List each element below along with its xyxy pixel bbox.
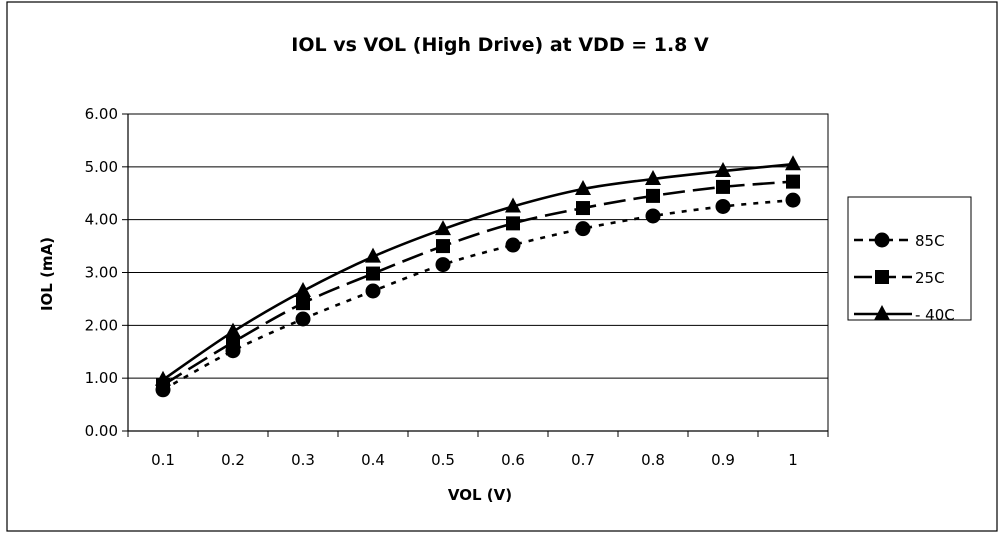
data-point (646, 188, 660, 203)
data-point (225, 322, 241, 338)
x-tick-label: 0.7 (571, 451, 595, 469)
x-tick-label: 0.1 (151, 451, 175, 469)
series-line (162, 180, 794, 387)
data-point (715, 162, 731, 178)
series-group (155, 155, 801, 398)
x-tick-label: 1 (788, 451, 798, 469)
legend-box (847, 196, 972, 321)
data-point (435, 257, 451, 273)
data-point (645, 208, 661, 224)
data-point (575, 180, 591, 196)
data-point (226, 335, 240, 350)
axes: 0.00 1.00 2.00 3.00 4.00 5.00 6.00 0.1 0.2 0.3 0.4… (85, 105, 829, 469)
data-point (366, 266, 380, 281)
y-tick-label: 6.00 (85, 105, 118, 123)
data-point (505, 237, 521, 253)
y-tick-label: 4.00 (85, 211, 118, 229)
legend-entry: 85C (854, 232, 945, 250)
gridlines (127, 113, 829, 432)
x-tick-label: 0.3 (291, 451, 315, 469)
series-3 (155, 155, 801, 386)
legend-label: 25C (915, 269, 945, 287)
data-point (645, 169, 661, 185)
data-point (435, 220, 451, 236)
data-point (296, 296, 310, 311)
legend-marker (875, 270, 889, 284)
y-axis-title: IOL (mA) (38, 237, 56, 311)
data-point (155, 370, 171, 386)
data-point (786, 174, 800, 189)
x-tick-label: 0.6 (501, 451, 525, 469)
data-point (295, 281, 311, 297)
chart-title: IOL vs VOL (High Drive) at VDD = 1.8 V (291, 34, 709, 56)
series-2 (156, 174, 800, 393)
data-point (365, 247, 381, 263)
legend: 85C 25C - 40C (847, 196, 972, 324)
x-axis-title: VOL (V) (448, 486, 512, 504)
data-point (506, 216, 520, 231)
data-point (785, 155, 801, 171)
x-tick-label: 0.5 (431, 451, 455, 469)
data-point (436, 239, 450, 254)
legend-marker (874, 305, 890, 320)
data-point (785, 192, 801, 208)
x-tick-label: 0.2 (221, 451, 245, 469)
y-tick-label: 0.00 (85, 422, 118, 440)
y-tick-label: 3.00 (85, 264, 118, 282)
y-tick-label: 1.00 (85, 369, 118, 387)
data-point (365, 283, 381, 299)
y-tick-label: 5.00 (85, 158, 118, 176)
legend-label: 85C (915, 232, 945, 250)
x-tick-label: 0.9 (711, 451, 735, 469)
legend-entry: 25C (854, 269, 945, 287)
data-point (295, 311, 311, 327)
data-point (575, 221, 591, 237)
data-point (715, 198, 731, 214)
legend-marker (874, 232, 890, 248)
data-point (576, 201, 590, 216)
data-point (716, 179, 730, 194)
x-tick-label: 0.4 (361, 451, 385, 469)
legend-entry: - 40C (854, 305, 955, 324)
x-tick-label: 0.8 (641, 451, 665, 469)
series-line (162, 162, 794, 381)
data-point (505, 197, 521, 213)
y-tick-label: 2.00 (85, 316, 118, 334)
legend-label: - 40C (915, 306, 955, 324)
